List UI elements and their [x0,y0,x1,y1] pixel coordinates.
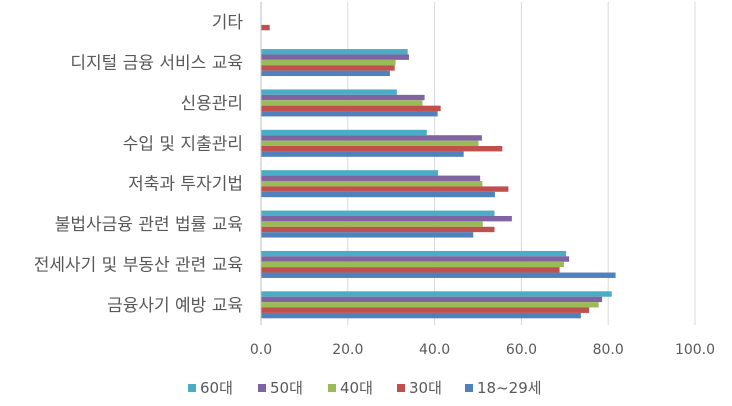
bar-60대 [261,291,612,297]
category-label: 저축과 투자기법 [128,175,243,195]
category-label: 금융사기 예방 교육 [107,296,243,316]
category-label: 신용관리 [180,94,243,114]
x-tick-labels: 0.0 20.0 40.0 60.0 80.0 100.0 [250,342,715,358]
bar-18~29세 [261,272,616,278]
bar-50대 [261,256,570,262]
bar-18~29세 [261,232,474,238]
bar-40대 [261,221,483,227]
legend-label: 40대 [340,379,373,397]
legend-label: 50대 [270,379,303,397]
bar-30대 [261,307,590,313]
legend-swatch [328,384,336,392]
legend-swatch [397,384,405,392]
x-tick-label: 40.0 [419,342,450,358]
category-label: 불법사금융 관련 법률 교육 [55,215,243,235]
bar-18~29세 [261,151,464,157]
x-tick-label: 0.0 [250,342,272,358]
bar-40대 [261,59,396,66]
bar-60대 [261,89,397,95]
category-label: 디지털 금융 서비스 교육 [70,54,243,74]
legend-label: 60대 [200,379,233,397]
bar-60대 [261,210,495,216]
bar-60대 [261,49,408,55]
bar-60대 [261,170,439,176]
bar-50대 [261,215,512,222]
legend: 60대 50대 40대 30대 18~29세 [188,379,542,397]
bars [261,24,616,319]
bar-30대 [261,267,560,273]
legend-swatch [465,384,473,392]
bar-18~29세 [261,191,495,198]
x-tick-label: 80.0 [593,342,624,358]
legend-label: 18~29세 [477,379,542,397]
bar-40대 [261,302,599,308]
legend-swatch [258,384,266,392]
bar-60대 [261,250,567,257]
legend-label: 30대 [409,379,442,397]
bar-30대 [261,186,509,192]
category-label: 기타 [212,13,244,33]
bar-40대 [261,180,483,187]
bar-50대 [261,135,482,141]
x-tick-label: 60.0 [506,342,537,358]
bar-50대 [261,94,425,101]
bar-30대 [261,24,270,31]
bar-30대 [261,226,495,233]
bar-30대 [261,105,441,112]
bar-40대 [261,100,423,106]
bar-30대 [261,65,395,71]
bar-50대 [261,54,409,60]
bar-30대 [261,146,503,152]
x-tick-label: 100.0 [675,342,715,358]
category-label: 전세사기 및 부동산 관련 교육 [34,255,243,275]
legend-swatch [188,384,196,392]
bar-60대 [261,129,427,136]
bar-40대 [261,140,479,147]
category-label: 수입 및 지출관리 [123,134,243,154]
bar-50대 [261,175,481,181]
bar-18~29세 [261,312,581,319]
x-tick-label: 20.0 [332,342,363,358]
bar-40대 [261,261,564,268]
bar-50대 [261,296,603,303]
bar-18~29세 [261,70,390,77]
bar-18~29세 [261,111,438,117]
